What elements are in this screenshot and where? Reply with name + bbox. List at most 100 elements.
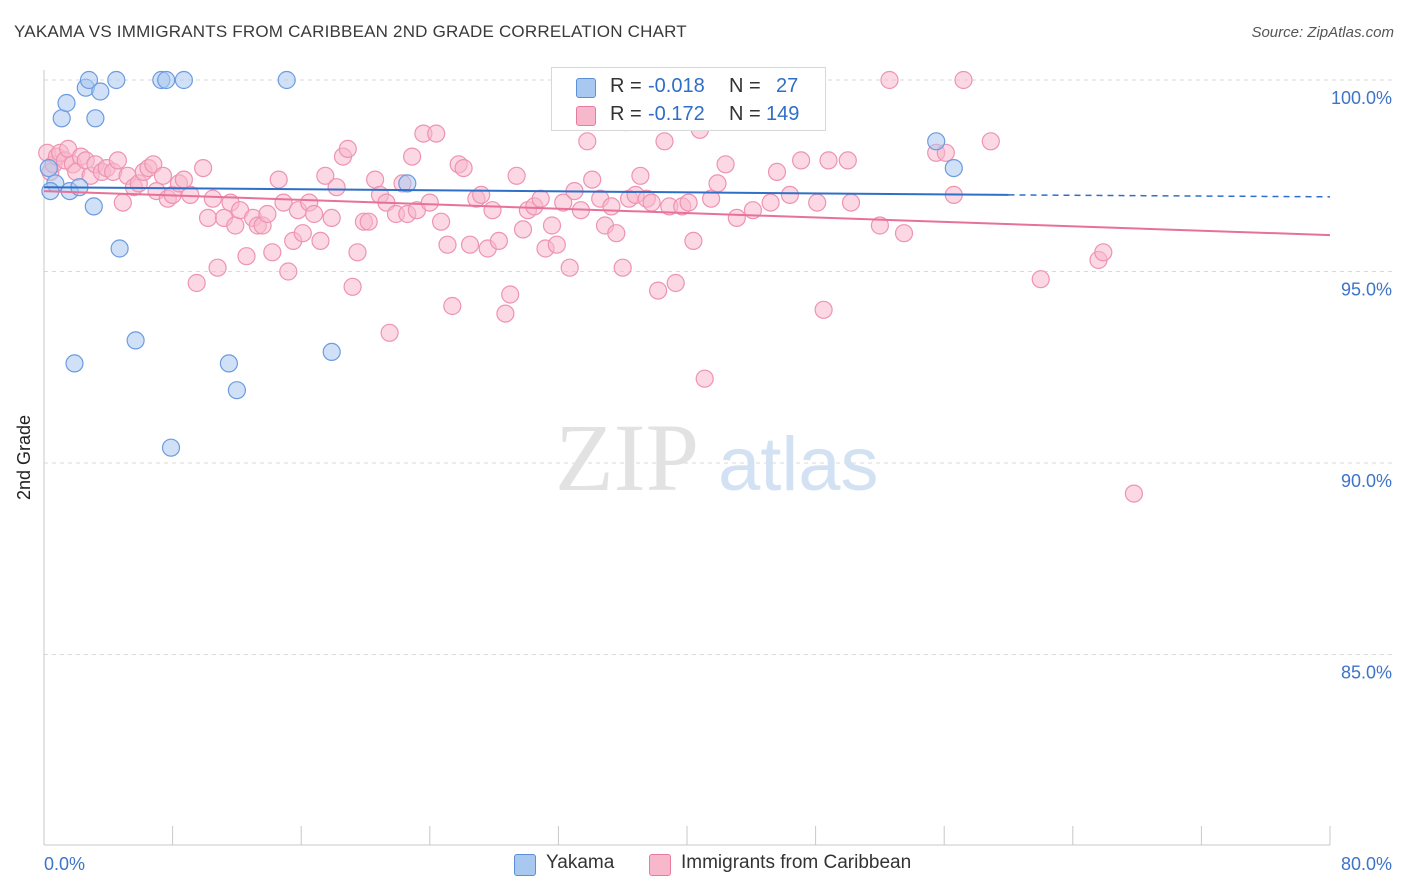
caribbean-point — [279, 262, 298, 281]
yakama-point — [398, 174, 417, 193]
y-tick-label: 90.0% — [1341, 471, 1392, 491]
tick-labels: 100.0% 95.0% 90.0% 85.0% 0.0% 80.0% — [44, 88, 1392, 874]
yakama-point — [161, 438, 181, 457]
legend-n-label: N = — [729, 75, 761, 97]
y-axis-label: 2nd Grade — [14, 414, 34, 500]
caribbean-point — [684, 231, 703, 250]
caribbean-point — [208, 258, 227, 277]
yakama-point — [110, 239, 129, 258]
bottom-legend-swatch-caribbean — [649, 854, 671, 876]
caribbean-point — [322, 208, 341, 227]
caribbean-point — [203, 189, 222, 208]
caribbean-trend-line — [43, 190, 1331, 237]
caribbean-point — [338, 139, 357, 158]
yakama-point — [322, 342, 341, 361]
caribbean-point — [403, 147, 422, 166]
caribbean-point — [359, 212, 378, 231]
caribbean-point — [808, 193, 827, 212]
x-tick-label: 80.0% — [1341, 854, 1392, 874]
caribbean-point — [226, 216, 245, 235]
legend-n-label: N = — [729, 103, 761, 125]
caribbean-point — [443, 296, 462, 316]
caribbean-point — [432, 212, 451, 231]
caribbean-point — [472, 185, 491, 204]
yakama-point — [157, 70, 176, 90]
caribbean-point — [269, 170, 288, 189]
caribbean-point — [880, 70, 899, 90]
caribbean-point — [679, 193, 698, 212]
caribbean-point — [841, 193, 861, 212]
caribbean-point — [305, 204, 324, 224]
caribbean-point — [708, 174, 727, 193]
caribbean-point — [293, 224, 312, 243]
y-tick-label: 95.0% — [1341, 280, 1392, 300]
caribbean-point — [496, 304, 515, 323]
yakama-point — [219, 354, 238, 373]
yakama-point — [65, 354, 84, 373]
caribbean-point — [460, 235, 480, 254]
caribbean-point — [655, 132, 674, 151]
yakama-point — [944, 159, 963, 178]
bottom-legend-label: Yakama — [546, 852, 615, 873]
caribbean-point — [174, 170, 193, 189]
legend-r-value: -0.018 — [648, 75, 705, 97]
legend-r-label: R = — [610, 103, 642, 125]
caribbean-point — [316, 166, 335, 185]
stats-legend: R = -0.018 N = 27 R = -0.172 N = 149 — [551, 67, 826, 131]
yakama-point — [107, 70, 126, 90]
caribbean-point — [194, 159, 213, 178]
caribbean-point — [542, 216, 562, 235]
caribbean-point — [311, 231, 330, 250]
caribbean-point — [894, 224, 914, 243]
caribbean-point — [1124, 484, 1144, 503]
caribbean-point — [578, 132, 597, 151]
caribbean-point — [727, 208, 746, 227]
legend-swatch-caribbean — [576, 106, 596, 126]
axes — [43, 70, 1331, 846]
legend-n-value: 149 — [766, 103, 800, 125]
caribbean-point — [554, 193, 573, 212]
legend-swatch-yakama — [576, 78, 596, 98]
yakama-point — [227, 381, 246, 400]
legend-n-value: 27 — [776, 75, 799, 97]
caribbean-point — [780, 185, 800, 204]
watermark-atlas: atlas — [718, 422, 879, 507]
caribbean-point — [814, 300, 833, 319]
yakama-point — [91, 82, 110, 101]
watermark-zip: ZIP — [555, 404, 699, 511]
caribbean-point — [642, 193, 661, 212]
caribbean-point — [613, 258, 632, 277]
caribbean-point — [838, 151, 857, 170]
caribbean-point — [648, 281, 668, 300]
legend-r-value: -0.172 — [648, 103, 705, 125]
caribbean-point — [153, 166, 173, 185]
caribbean-point — [531, 189, 550, 208]
caribbean-point — [583, 170, 602, 189]
yakama-trend-line — [43, 186, 1009, 196]
legend-row-yakama: R = -0.018 N = 27 — [552, 74, 825, 102]
caribbean-point — [489, 231, 508, 250]
trend-lines — [43, 186, 1331, 237]
caribbean-point — [666, 273, 685, 293]
caribbean-point — [819, 151, 838, 170]
caribbean-point — [631, 166, 650, 185]
caribbean-point — [607, 224, 626, 243]
caribbean-point — [954, 70, 973, 90]
yakama-point — [84, 197, 103, 216]
caribbean-point — [380, 323, 399, 342]
yakama-point — [39, 159, 58, 178]
watermark: ZIP atlas — [555, 404, 879, 511]
yakama-point — [126, 331, 145, 350]
yakama-point — [52, 109, 71, 128]
caribbean-point — [366, 170, 385, 189]
caribbean-point — [501, 285, 520, 304]
caribbean-point — [761, 193, 780, 212]
caribbean-point — [198, 208, 218, 227]
yakama-point — [86, 109, 105, 128]
caribbean-point — [791, 151, 811, 170]
caribbean-point — [547, 235, 566, 254]
caribbean-point — [454, 159, 473, 178]
caribbean-point — [602, 197, 621, 216]
caribbean-point — [108, 151, 128, 170]
